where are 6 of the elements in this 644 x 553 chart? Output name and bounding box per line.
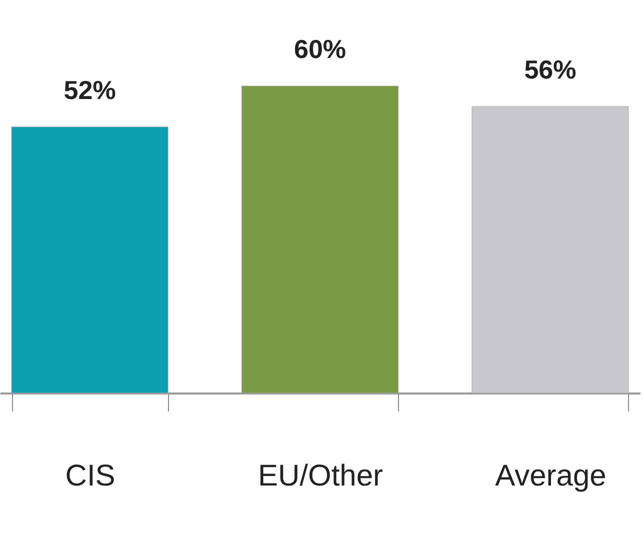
x-tick-label: EU/Other: [258, 460, 384, 492]
x-tick-label: Average: [495, 460, 606, 492]
data-label: 52%: [64, 74, 116, 105]
data-label: 56%: [524, 54, 576, 84]
data-label: 60%: [294, 34, 346, 64]
x-tick-label: CIS: [65, 460, 116, 492]
